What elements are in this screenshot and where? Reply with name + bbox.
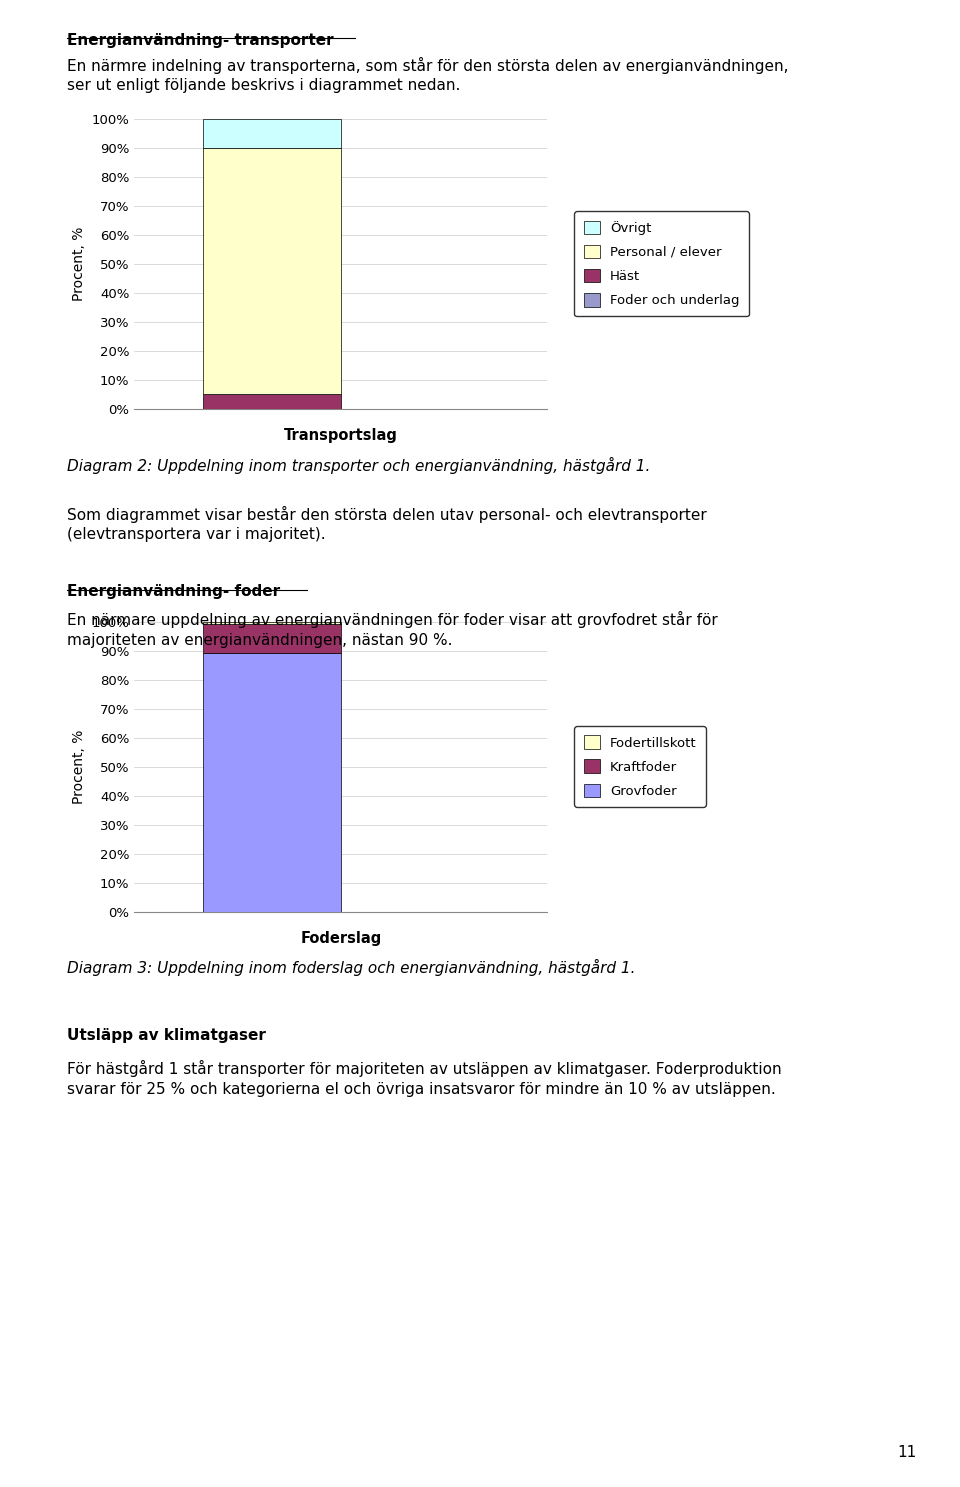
Text: 11: 11 — [898, 1445, 917, 1460]
Text: Energianvändning- transporter: Energianvändning- transporter — [67, 33, 334, 48]
Text: En närmre indelning av transporterna, som står för den största delen av energian: En närmre indelning av transporterna, so… — [67, 57, 789, 94]
Text: Energianvändning- foder: Energianvändning- foder — [67, 584, 280, 599]
Legend: Övrigt, Personal / elever, Häst, Foder och underlag: Övrigt, Personal / elever, Häst, Foder o… — [574, 211, 749, 317]
Y-axis label: Procent, %: Procent, % — [72, 226, 86, 302]
Y-axis label: Procent, %: Procent, % — [72, 729, 86, 804]
Text: Diagram 2: Uppdelning inom transporter och energianvändning, hästgård 1.: Diagram 2: Uppdelning inom transporter o… — [67, 457, 651, 473]
Bar — [204, 149, 341, 394]
Bar — [204, 119, 341, 149]
Text: Som diagrammet visar består den största delen utav personal- och elevtransporter: Som diagrammet visar består den största … — [67, 506, 707, 543]
Text: Diagram 3: Uppdelning inom foderslag och energianvändning, hästgård 1.: Diagram 3: Uppdelning inom foderslag och… — [67, 959, 636, 975]
Bar — [204, 394, 341, 409]
Text: En närmare uppdelning av energianvändningen för foder visar att grovfodret står : En närmare uppdelning av energianvändnin… — [67, 611, 718, 648]
Text: Transportslag: Transportslag — [284, 428, 397, 443]
Text: Foderslag: Foderslag — [300, 931, 381, 946]
Text: Utsläpp av klimatgaser: Utsläpp av klimatgaser — [67, 1028, 266, 1042]
Legend: Fodertillskott, Kraftfoder, Grovfoder: Fodertillskott, Kraftfoder, Grovfoder — [574, 726, 706, 807]
Bar — [204, 625, 341, 653]
Bar — [204, 653, 341, 912]
Bar — [204, 622, 341, 625]
Text: För hästgård 1 står transporter för majoriteten av utsläppen av klimatgaser. Fod: För hästgård 1 står transporter för majo… — [67, 1060, 781, 1097]
